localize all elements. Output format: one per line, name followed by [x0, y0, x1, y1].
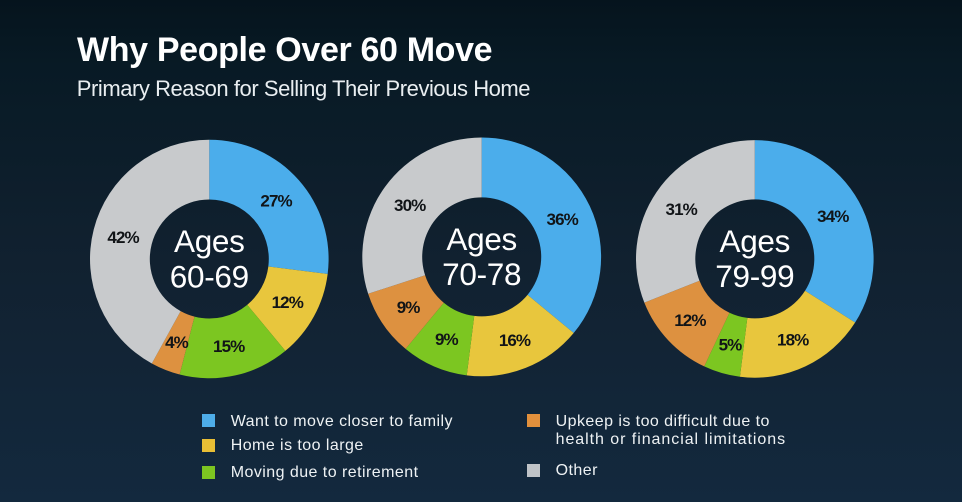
svg-text:36%: 36% [547, 210, 579, 229]
svg-text:42%: 42% [107, 228, 139, 247]
svg-text:31%: 31% [666, 200, 698, 219]
svg-text:18%: 18% [777, 331, 809, 350]
svg-text:9%: 9% [435, 330, 459, 349]
svg-text:12%: 12% [272, 293, 304, 312]
svg-text:30%: 30% [394, 196, 426, 215]
svg-text:27%: 27% [260, 191, 292, 210]
svg-text:79-99: 79-99 [715, 258, 794, 294]
svg-text:Ages: Ages [446, 221, 517, 257]
svg-text:60-69: 60-69 [170, 258, 249, 294]
svg-text:12%: 12% [674, 311, 706, 330]
svg-text:9%: 9% [397, 298, 421, 317]
svg-text:15%: 15% [213, 337, 245, 356]
svg-text:34%: 34% [817, 207, 849, 226]
svg-text:Ages: Ages [719, 223, 790, 259]
svg-text:70-78: 70-78 [442, 256, 521, 292]
svg-text:4%: 4% [165, 333, 189, 352]
svg-text:16%: 16% [499, 331, 531, 350]
svg-text:Ages: Ages [174, 223, 245, 259]
svg-text:5%: 5% [719, 336, 743, 355]
